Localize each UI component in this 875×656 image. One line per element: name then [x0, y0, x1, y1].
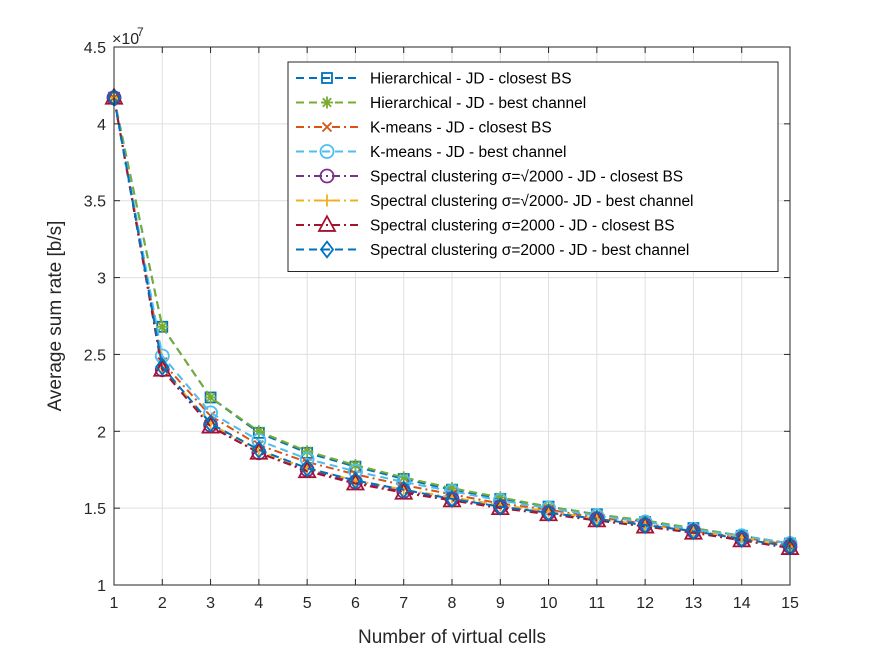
legend-label: Spectral clustering σ=2000 - JD - best c… — [370, 242, 689, 259]
y-tick-label: 4 — [97, 117, 106, 134]
marker-diamond — [396, 480, 411, 499]
y-exponent-power: 7 — [137, 25, 144, 39]
marker-diamond — [638, 515, 653, 535]
y-tick-label: 2.5 — [84, 347, 106, 364]
x-tick-label: 11 — [589, 595, 606, 612]
x-tick-label: 5 — [303, 595, 312, 612]
x-tick-label: 9 — [496, 595, 505, 612]
legend-entry: Hierarchical - JD - closest BS — [296, 71, 572, 88]
x-tick-label: 10 — [540, 595, 558, 612]
marker-square — [321, 72, 333, 84]
legend-entry: Spectral clustering σ=√2000 - JD - close… — [296, 169, 683, 186]
legend-label: Spectral clustering σ=√2000- JD - best c… — [370, 193, 694, 210]
legend-entry: Spectral clustering σ=2000 - JD - closes… — [296, 214, 675, 235]
marker-plus — [321, 194, 333, 207]
legend-entry: Hierarchical - JD - best channel — [296, 95, 586, 112]
y-tick-label: 3.5 — [84, 194, 106, 211]
series-line — [113, 97, 791, 545]
series-line — [113, 97, 791, 545]
marker-diamond — [155, 357, 170, 377]
y-tick-label: 3 — [97, 271, 106, 288]
x-tick-label: 15 — [781, 595, 799, 612]
marker-diamond — [348, 471, 363, 490]
marker-circle — [319, 144, 335, 159]
series-line — [113, 97, 791, 550]
x-tick-label: 7 — [399, 595, 408, 612]
marker-diamond — [203, 414, 218, 433]
x-tick-label: 2 — [158, 595, 167, 612]
marker-diamond — [251, 440, 266, 460]
legend-label: Spectral clustering σ=√2000 - JD - close… — [370, 169, 683, 186]
x-tick-label: 1 — [110, 595, 119, 612]
legend-entry: K-means - JD - closest BS — [296, 120, 552, 137]
y-tick-label: 1 — [97, 578, 106, 595]
x-tick-label: 12 — [636, 595, 654, 612]
marker-diamond — [686, 521, 701, 541]
x-tick-label: 6 — [351, 595, 360, 612]
marker-x — [321, 121, 333, 133]
x-tick-label: 3 — [206, 595, 215, 612]
y-tick-label: 1.5 — [84, 501, 106, 518]
marker-triangle — [317, 214, 337, 232]
marker-asterisk — [321, 96, 333, 109]
legend-label: K-means - JD - closest BS — [370, 120, 552, 137]
marker-asterisk — [301, 445, 314, 458]
marker-diamond — [541, 503, 556, 523]
x-tick-label: 14 — [733, 595, 751, 612]
marker-diamond — [319, 240, 335, 259]
x-tick-label: 13 — [685, 595, 703, 612]
legend-box — [287, 61, 779, 272]
marker-asterisk — [156, 320, 169, 333]
marker-asterisk — [204, 391, 217, 404]
x-axis-label: Number of virtual cells — [358, 627, 546, 648]
marker-asterisk — [446, 482, 458, 495]
x-tick-label: 4 — [254, 595, 263, 612]
legend-entry: K-means - JD - best channel — [296, 144, 566, 161]
series-line — [113, 97, 791, 548]
marker-diamond — [493, 497, 508, 516]
legend-label: Hierarchical - JD - best channel — [370, 95, 586, 112]
marker-asterisk — [397, 471, 410, 484]
legend-entry: Spectral clustering σ=2000 - JD - best c… — [296, 240, 689, 259]
y-tick-label: 2 — [97, 424, 106, 441]
legend-label: K-means - JD - best channel — [370, 144, 566, 161]
legend-label: Hierarchical - JD - closest BS — [370, 71, 572, 88]
legend-label: Spectral clustering σ=2000 - JD - closes… — [370, 218, 675, 235]
series-layer — [104, 87, 800, 556]
marker-asterisk — [252, 425, 265, 438]
legend-entry: Spectral clustering σ=√2000- JD - best c… — [296, 193, 694, 210]
marker-diamond — [734, 529, 749, 549]
marker-diamond — [300, 458, 315, 478]
marker-diamond — [589, 509, 604, 529]
marker-diamond — [444, 489, 460, 509]
legend: Hierarchical - JD - closest BS Hierarchic… — [287, 61, 779, 272]
y-tick-label: 4.5 — [84, 40, 106, 57]
x-tick-label: 8 — [448, 595, 457, 612]
marker-circle — [319, 168, 335, 184]
y-axis-label: Average sum rate [b/s] — [45, 221, 66, 412]
y-exponent-base: ×10 — [112, 31, 139, 48]
series-8 — [106, 88, 798, 556]
